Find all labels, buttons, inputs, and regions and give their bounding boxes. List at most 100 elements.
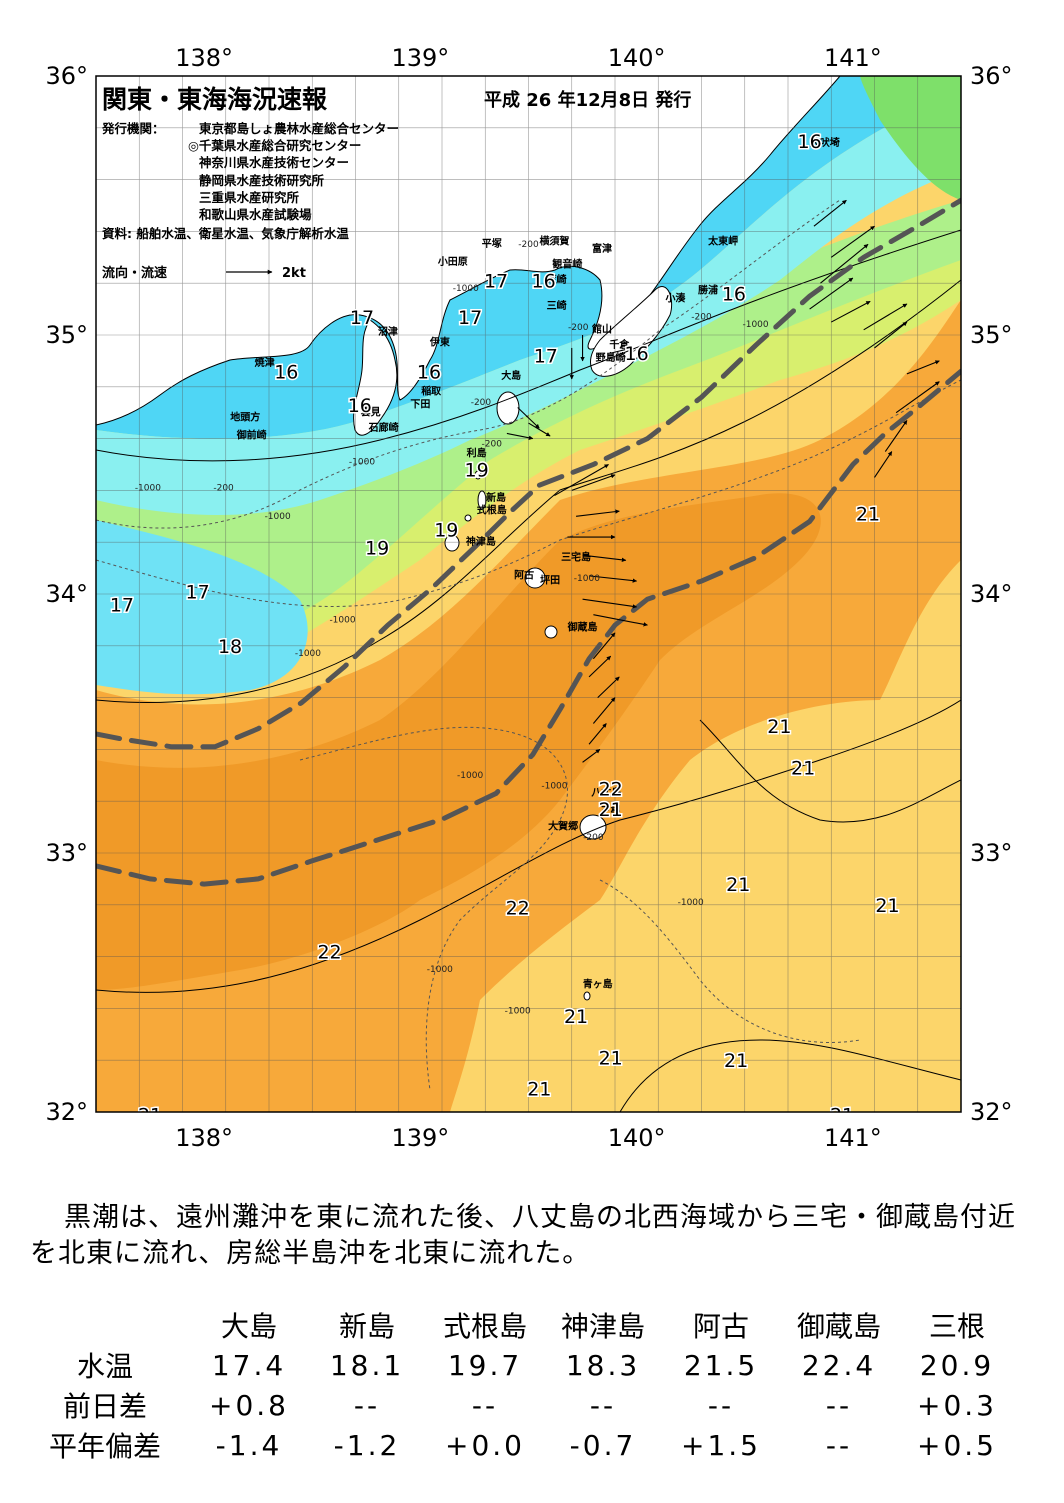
temperature-label: 21	[726, 874, 750, 896]
depth-labels: -1000 -200 -200 -200 -1000 -200 -200 -1000 -200 -…	[135, 240, 769, 1017]
place-name: 観音崎	[552, 258, 582, 271]
place-name: 三宅島	[561, 550, 591, 563]
boso-peninsula-land	[589, 286, 673, 377]
depth-label: -1000	[265, 512, 291, 522]
aogashima-island	[583, 991, 591, 1001]
temperature-label: 21	[724, 1050, 748, 1072]
temperature-label: 22	[599, 778, 623, 800]
place-name: 八丈島	[590, 786, 621, 799]
table-cell: +0.3	[917, 1388, 997, 1422]
current-vector	[576, 509, 620, 517]
latitude-label: 36°	[45, 62, 88, 90]
temperature-label: 16	[798, 131, 822, 153]
current-vector	[820, 243, 869, 284]
depth-label: -1000	[742, 320, 768, 330]
axis-labels: 138° 138° 139° 139° 140° 140° 141° 141° 36° 36° 35…	[45, 44, 1012, 1152]
place-name: 館山	[591, 322, 612, 335]
place-name: 千倉	[609, 338, 630, 351]
current-vector	[809, 277, 854, 310]
temperature-label: 16	[417, 361, 441, 383]
longitude-label: 139°	[391, 1124, 449, 1152]
izu-peninsula-land	[353, 319, 398, 436]
temperature-label: 16	[722, 284, 746, 306]
temperature-label: 16	[625, 343, 649, 365]
table-column-header: 阿古	[692, 1310, 749, 1343]
table-cell: -1.4	[215, 1428, 283, 1462]
temperature-label: 19	[465, 460, 489, 482]
depth-label: -200	[482, 439, 503, 449]
temperature-label: 21	[564, 1006, 588, 1028]
current-vector	[588, 575, 638, 583]
table-cell: -0.7	[569, 1428, 637, 1462]
place-name: 犬吠埼	[810, 136, 840, 149]
place-name: 御蔵島	[567, 620, 598, 633]
place-name: 青ヶ島	[583, 978, 613, 991]
depth-label: -200	[568, 323, 589, 333]
depth-label: -1000	[505, 1007, 531, 1017]
current-vector	[582, 748, 601, 763]
place-name: 伊東	[429, 335, 450, 348]
temperature-label: 21	[138, 1105, 162, 1127]
current-vector	[517, 407, 540, 429]
current-vector	[588, 655, 612, 678]
table-cell: 18.1	[329, 1348, 405, 1382]
current-vectors	[506, 199, 940, 763]
depth-label: -1000	[135, 483, 161, 493]
current-vector	[863, 303, 908, 331]
temperature-label: 21	[830, 1105, 854, 1127]
place-name: 小湊	[665, 291, 687, 304]
temperature-label: 18	[218, 636, 242, 658]
kuroshio-summary: 黒潮は、遠州灘沖を東に流れた後、八丈島の北西海域から三宅・御蔵島付近を北東に流れ…	[30, 1202, 1016, 1269]
place-name: 太東岬	[707, 234, 738, 247]
longitude-label: 138°	[175, 1124, 233, 1152]
table-cell: --	[707, 1388, 735, 1422]
depth-label: -1000	[295, 649, 321, 659]
place-name: 下田	[410, 399, 430, 411]
table-cell: --	[353, 1388, 381, 1422]
table-cell: --	[825, 1388, 853, 1422]
latitude-label: 35°	[970, 321, 1013, 349]
current-vector	[597, 676, 620, 698]
kozushima-island	[444, 534, 460, 552]
kuroshio-axis-line	[96, 197, 961, 750]
table-column-header: 式根島	[442, 1310, 527, 1343]
place-name: 大賀郷	[548, 820, 578, 833]
temperature-label: 22	[317, 941, 341, 963]
niijima-island	[477, 490, 487, 510]
cold-offshore-region	[96, 520, 308, 695]
data-source: 資料: 船舶水温、衛星水温、気象庁解析水温	[102, 226, 349, 241]
depth-label: -1000	[574, 574, 600, 584]
table-column-header: 新島	[338, 1310, 395, 1343]
sea-temperature-map: -1000 -200 -200 -200 -1000 -200 -200 -1000 -200 -…	[45, 44, 1012, 1152]
current-vector	[592, 632, 616, 660]
summary-text-block: 黒潮は、遠州灘沖を東に流れた後、八丈島の北西海域から三宅・御蔵島付近を北東に流れ…	[30, 1200, 1040, 1272]
shikinejima-island	[464, 514, 472, 522]
row-label: 水温	[76, 1350, 133, 1383]
table-cell: 19.7	[447, 1348, 523, 1382]
table-row: 平年偏差 -1.4 -1.2 +0.0 -0.7 +1.5 -- +0.5	[20, 1425, 1016, 1465]
mikurajima-island	[544, 625, 558, 639]
depth-label: -200	[213, 483, 234, 493]
table-cell: --	[589, 1388, 617, 1422]
table-cell: 21.5	[683, 1348, 759, 1382]
place-name: 利島	[467, 447, 487, 460]
current-vector	[906, 360, 940, 375]
latitude-label: 32°	[970, 1098, 1013, 1126]
temperature-label: 16	[348, 395, 372, 417]
map-title: 関東・東海海況速報	[102, 85, 328, 114]
temperature-label: 22	[506, 897, 530, 919]
honshu-land	[96, 76, 841, 426]
miyakejima-island	[524, 567, 546, 589]
place-name: 地頭方	[230, 410, 260, 423]
publisher-item: 静岡県水産技術研究所	[199, 173, 325, 188]
table-column-header: 大島	[220, 1310, 277, 1343]
temperature-label: 21	[599, 799, 623, 821]
map-body: -1000 -200 -200 -200 -1000 -200 -200 -1000 -200 -…	[96, 76, 961, 1127]
place-name: 勝浦	[698, 284, 718, 297]
current-vector	[610, 346, 633, 354]
current-vector	[554, 464, 609, 497]
place-name: 荒崎	[546, 273, 567, 286]
latitude-label: 33°	[970, 839, 1013, 867]
